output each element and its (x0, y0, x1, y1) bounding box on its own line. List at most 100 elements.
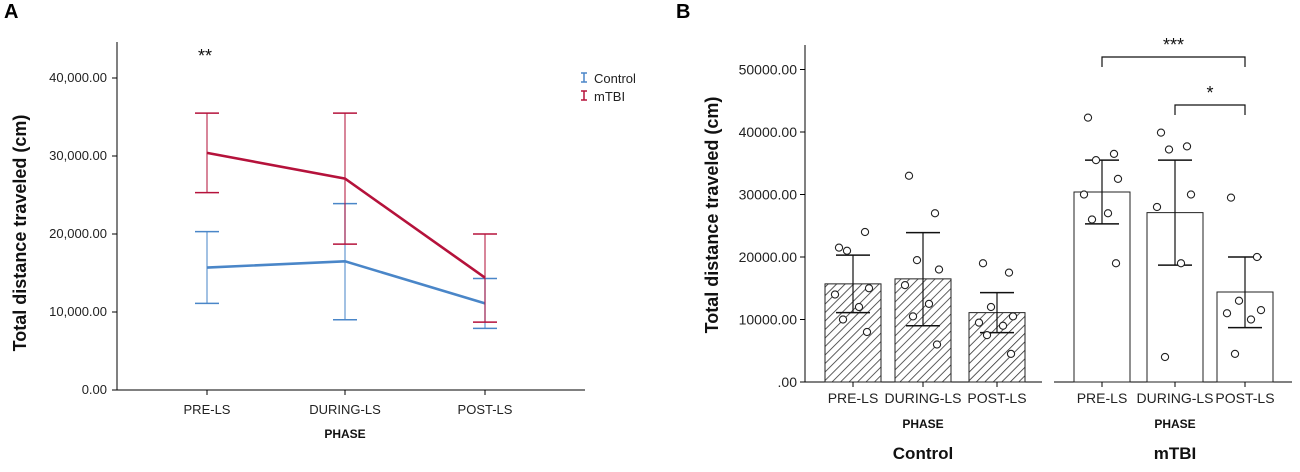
panel-b-y-axis-title: Total distance traveled (cm) (702, 97, 722, 334)
panel-b-data-point (1109, 149, 1119, 159)
panel-b-data-point (1156, 128, 1166, 137)
panel-b-letter: B (676, 1, 690, 23)
panel-b-significance: **** (1101, 35, 1246, 115)
panel-b-data-point (1087, 215, 1097, 224)
panel-b-y-tick-label: 10000.00 (739, 312, 798, 328)
panel-a-y-tick: 20,000.00 (49, 226, 117, 241)
panel-b-bar-group-control: DURING-LS (884, 171, 962, 406)
panel-b-data-point (1176, 259, 1186, 268)
panel-b-data-point (1222, 309, 1232, 318)
panel-a-y-tick: 30,000.00 (49, 148, 117, 163)
panel-b-y-tick: .00 (778, 374, 805, 390)
panel-a-series (195, 112, 497, 330)
panel-b-data-point (1246, 315, 1256, 324)
panel-b-significance-label: * (1206, 83, 1213, 103)
panel-a-x-ticks: PRE-LS DURING-LS POST-LS (184, 390, 513, 417)
panel-a-significance-annotation: ** (198, 46, 212, 66)
panel-a-x-tick-label: DURING-LS (309, 402, 381, 417)
panel-b-data-point (1182, 142, 1192, 151)
panel-b-x-tick-label: PRE-LS (1077, 390, 1128, 406)
panel-b-data-point (1256, 305, 1266, 315)
panel-a-x-tick-label: POST-LS (458, 402, 513, 417)
panel-b-data-point (986, 302, 996, 312)
panel-a-line-chart: A 0.00 10,000.00 20,000.00 30,000.00 40,000.… (4, 1, 636, 441)
panel-a-line-control (206, 259, 486, 305)
panel-b-data-point (1252, 252, 1262, 262)
panel-b-data-point (908, 312, 918, 321)
panel-b-y-tick: 10000.00 (739, 312, 805, 328)
panel-b-data-point (1091, 155, 1101, 165)
panel-b-y-tick: 20000.00 (739, 249, 805, 265)
panel-a-y-tick: 40,000.00 (49, 70, 117, 85)
panel-a-x-tick-label: PRE-LS (184, 402, 231, 417)
panel-a-legend: Control mTBI (581, 71, 636, 104)
panel-b-data-point (1164, 145, 1174, 154)
panel-b-bar-group-mtbi: POST-LS (1215, 193, 1275, 406)
panel-a-y-tick-label: 10,000.00 (49, 304, 107, 319)
panel-b-y-tick-label: .00 (778, 374, 798, 390)
panel-b-data-point (1079, 190, 1089, 199)
panel-a-x-axis-title: PHASE (324, 427, 365, 441)
panel-b-data-point (1008, 312, 1018, 321)
panel-b-data-point (912, 255, 922, 265)
panel-b-error-bar (1085, 159, 1119, 225)
panel-b-significance-bracket: *** (1101, 35, 1246, 67)
panel-b-error-bar (1158, 159, 1192, 266)
panel-b-data-point (1113, 174, 1123, 184)
panel-b-y-tick-label: 50000.00 (739, 62, 798, 78)
panel-b-significance-bracket: * (1174, 83, 1246, 115)
panel-b-data-point (1083, 113, 1093, 122)
panel-b-data-point (978, 259, 988, 268)
panel-a-y-tick-label: 40,000.00 (49, 70, 107, 85)
panel-b-data-point (834, 243, 844, 252)
panel-b-data-point (904, 171, 914, 180)
panel-b-data-point (982, 330, 992, 340)
panel-b-data-point (1234, 296, 1244, 305)
panel-b-bar-group-control: POST-LS (967, 259, 1027, 406)
panel-b-data-point (854, 302, 864, 312)
panel-b-x-tick-label: POST-LS (1215, 390, 1274, 406)
panel-b-x-tick-label: DURING-LS (884, 390, 961, 406)
panel-b-bar-group-mtbi: PRE-LS (1073, 113, 1131, 406)
panel-b-data-point (1006, 349, 1016, 359)
legend-control-label: Control (594, 71, 636, 86)
panel-a-y-tick-label: 20,000.00 (49, 226, 107, 241)
panel-b-data-point (1160, 352, 1170, 362)
legend-mtbi-icon (581, 90, 587, 101)
panel-b-y-tick: 50000.00 (739, 62, 805, 78)
panel-a-y-tick-label: 0.00 (82, 382, 107, 397)
panel-b-y-tick-label: 30000.00 (739, 187, 798, 203)
panel-b-error-bar (906, 231, 940, 327)
panel-b-data-point (1004, 268, 1014, 277)
panel-b-data-point (930, 209, 940, 218)
panel-b-bar-chart: B .00 10000.00 20000.00 30000.00 40000.00 500… (676, 1, 1292, 463)
panel-b-phase-label-mtbi: PHASE (1154, 417, 1195, 431)
panel-b-x-tick-label: PRE-LS (828, 390, 879, 406)
panel-a-error-bar-mtbi (473, 233, 497, 323)
panel-b-data-point (924, 299, 934, 309)
panel-b-y-tick: 30000.00 (739, 187, 805, 203)
panel-a-y-tick: 0.00 (82, 382, 117, 397)
panel-b-data-point (842, 246, 852, 255)
panel-a-y-tick-label: 30,000.00 (49, 148, 107, 163)
panel-b-data-point (998, 321, 1008, 330)
panel-b-data-point (974, 318, 984, 327)
panel-b-y-ticks: .00 10000.00 20000.00 30000.00 40000.00 50000… (739, 62, 805, 390)
panel-b-y-tick-label: 40000.00 (739, 124, 798, 140)
panel-a-letter: A (4, 1, 18, 23)
panel-b-data-point (860, 227, 870, 237)
panel-b-data-point (1152, 202, 1162, 212)
panel-b-data-point (1230, 349, 1240, 359)
panel-b-x-tick-label: DURING-LS (1136, 390, 1213, 406)
panel-b-group-label-control: Control (893, 444, 953, 463)
panel-b-x-tick-label: POST-LS (967, 390, 1026, 406)
panel-b-data-point (932, 340, 942, 349)
panel-b-y-tick: 40000.00 (739, 124, 805, 140)
panel-b-data-point (1111, 259, 1121, 268)
legend-control-icon (581, 72, 587, 83)
panel-b-y-tick-label: 20000.00 (739, 249, 798, 265)
panel-b-data-point (900, 280, 910, 290)
panel-a-y-ticks: 0.00 10,000.00 20,000.00 30,000.00 40,000.00 (49, 70, 117, 397)
panel-b-data-point (1226, 193, 1236, 202)
